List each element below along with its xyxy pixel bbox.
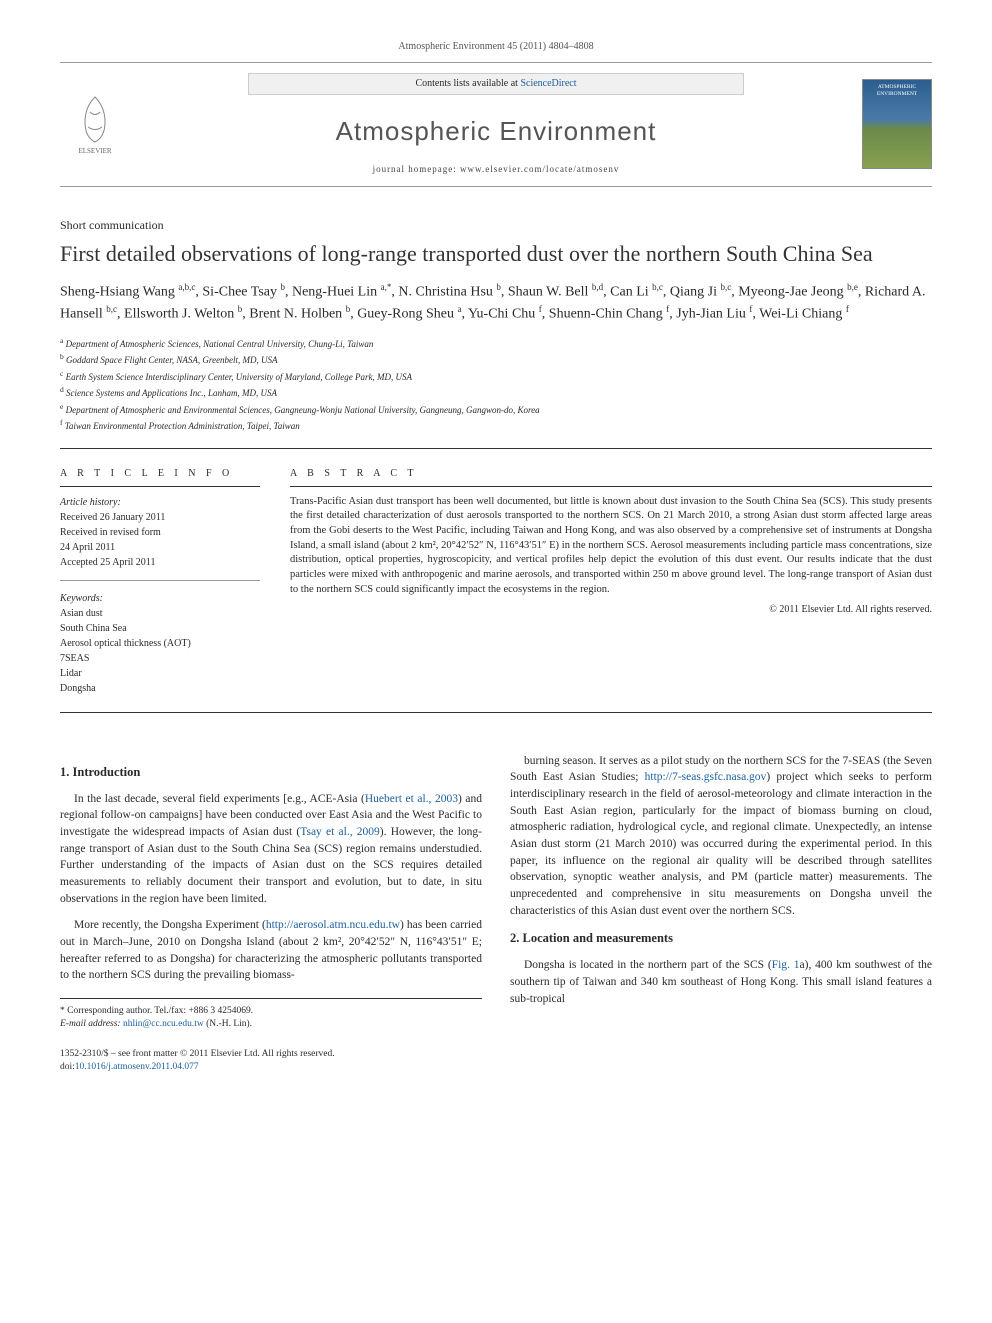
info-divider xyxy=(60,580,260,581)
doi-prefix: doi: xyxy=(60,1062,75,1072)
sciencedirect-link[interactable]: ScienceDirect xyxy=(520,78,576,89)
keyword-item: South China Sea xyxy=(60,621,260,636)
abstract-heading: A B S T R A C T xyxy=(290,467,932,487)
text-span: In the last decade, several field experi… xyxy=(74,793,365,805)
history-line: 24 April 2011 xyxy=(60,540,260,555)
email-suffix: (N.-H. Lin). xyxy=(204,1019,252,1029)
text-span: More recently, the Dongsha Experiment ( xyxy=(74,919,266,931)
corresp-tel: * Corresponding author. Tel./fax: +886 3… xyxy=(60,1005,482,1018)
issn-line: 1352-2310/$ – see front matter © 2011 El… xyxy=(60,1048,482,1061)
affiliation-line: a Department of Atmospheric Sciences, Na… xyxy=(60,335,932,352)
homepage-url[interactable]: www.elsevier.com/locate/atmosenv xyxy=(460,164,619,174)
keyword-item: Lidar xyxy=(60,666,260,681)
article-history: Article history: Received 26 January 201… xyxy=(60,495,260,696)
homepage-prefix: journal homepage: xyxy=(373,164,460,174)
citation-link[interactable]: Huebert et al., 2003 xyxy=(365,793,458,805)
section-location-heading: 2. Location and measurements xyxy=(510,929,932,947)
keyword-item: Aerosol optical thickness (AOT) xyxy=(60,636,260,651)
journal-cover-thumbnail xyxy=(862,79,932,169)
elsevier-logo: ELSEVIER xyxy=(60,84,130,164)
journal-name: Atmospheric Environment xyxy=(142,113,850,149)
citation-link[interactable]: Tsay et al., 2009 xyxy=(300,826,380,838)
history-line: Accepted 25 April 2011 xyxy=(60,555,260,570)
email-link[interactable]: nhlin@cc.ncu.edu.tw xyxy=(123,1019,204,1029)
section-intro-heading: 1. Introduction xyxy=(60,763,482,781)
affiliation-line: d Science Systems and Applications Inc.,… xyxy=(60,384,932,401)
journal-header-box: ELSEVIER Contents lists available at Sci… xyxy=(60,62,932,187)
intro-para-3: burning season. It serves as a pilot stu… xyxy=(510,753,932,920)
affiliation-line: b Goddard Space Flight Center, NASA, Gre… xyxy=(60,351,932,368)
keywords-list: Asian dustSouth China SeaAerosol optical… xyxy=(60,606,260,696)
journal-reference: Atmospheric Environment 45 (2011) 4804–4… xyxy=(60,40,932,54)
doi-link[interactable]: 10.1016/j.atmosenv.2011.04.077 xyxy=(75,1062,199,1072)
abstract-column: A B S T R A C T Trans-Pacific Asian dust… xyxy=(290,467,932,696)
url-link[interactable]: http://7-seas.gsfc.nasa.gov xyxy=(645,771,767,783)
intro-para-1: In the last decade, several field experi… xyxy=(60,791,482,908)
article-title: First detailed observations of long-rang… xyxy=(60,240,932,268)
homepage-line: journal homepage: www.elsevier.com/locat… xyxy=(142,163,850,176)
affiliation-line: e Department of Atmospheric and Environm… xyxy=(60,401,932,418)
location-para-1: Dongsha is located in the northern part … xyxy=(510,957,932,1007)
abstract-text: Trans-Pacific Asian dust transport has b… xyxy=(290,495,932,598)
history-line: Received in revised form xyxy=(60,525,260,540)
affiliation-line: f Taiwan Environmental Protection Admini… xyxy=(60,417,932,434)
keyword-item: Dongsha xyxy=(60,681,260,696)
publisher-label: ELSEVIER xyxy=(78,147,111,157)
email-label: E-mail address: xyxy=(60,1019,123,1029)
url-link[interactable]: http://aerosol.atm.ncu.edu.tw xyxy=(266,919,400,931)
text-span: ) project which seeks to perform interdi… xyxy=(510,771,932,916)
abstract-copyright: © 2011 Elsevier Ltd. All rights reserved… xyxy=(290,603,932,617)
authors-list: Sheng-Hsiang Wang a,b,c, Si-Chee Tsay b,… xyxy=(60,281,932,324)
text-span: Dongsha is located in the northern part … xyxy=(524,959,772,971)
contents-line: Contents lists available at ScienceDirec… xyxy=(248,73,744,95)
intro-para-2: More recently, the Dongsha Experiment (h… xyxy=(60,917,482,984)
corresp-email-line: E-mail address: nhlin@cc.ncu.edu.tw (N.-… xyxy=(60,1018,482,1031)
header-center: Contents lists available at ScienceDirec… xyxy=(142,73,850,176)
article-info-column: A R T I C L E I N F O Article history: R… xyxy=(60,467,260,696)
history-line: Received 26 January 2011 xyxy=(60,510,260,525)
contents-prefix: Contents lists available at xyxy=(415,78,520,89)
info-abstract-row: A R T I C L E I N F O Article history: R… xyxy=(60,467,932,713)
keyword-item: Asian dust xyxy=(60,606,260,621)
footer-doi-block: 1352-2310/$ – see front matter © 2011 El… xyxy=(60,1048,482,1075)
keywords-label: Keywords: xyxy=(60,591,260,606)
figure-link[interactable]: Fig. 1 xyxy=(772,959,800,971)
article-info-heading: A R T I C L E I N F O xyxy=(60,467,260,487)
article-type: Short communication xyxy=(60,217,932,234)
keyword-item: 7SEAS xyxy=(60,651,260,666)
corresponding-author-footnote: * Corresponding author. Tel./fax: +886 3… xyxy=(60,998,482,1032)
doi-line: doi:10.1016/j.atmosenv.2011.04.077 xyxy=(60,1061,482,1074)
history-label: Article history: xyxy=(60,495,260,510)
affiliation-line: c Earth System Science Interdisciplinary… xyxy=(60,368,932,385)
body-two-column: 1. Introduction In the last decade, seve… xyxy=(60,753,932,1075)
affiliations-block: a Department of Atmospheric Sciences, Na… xyxy=(60,335,932,449)
